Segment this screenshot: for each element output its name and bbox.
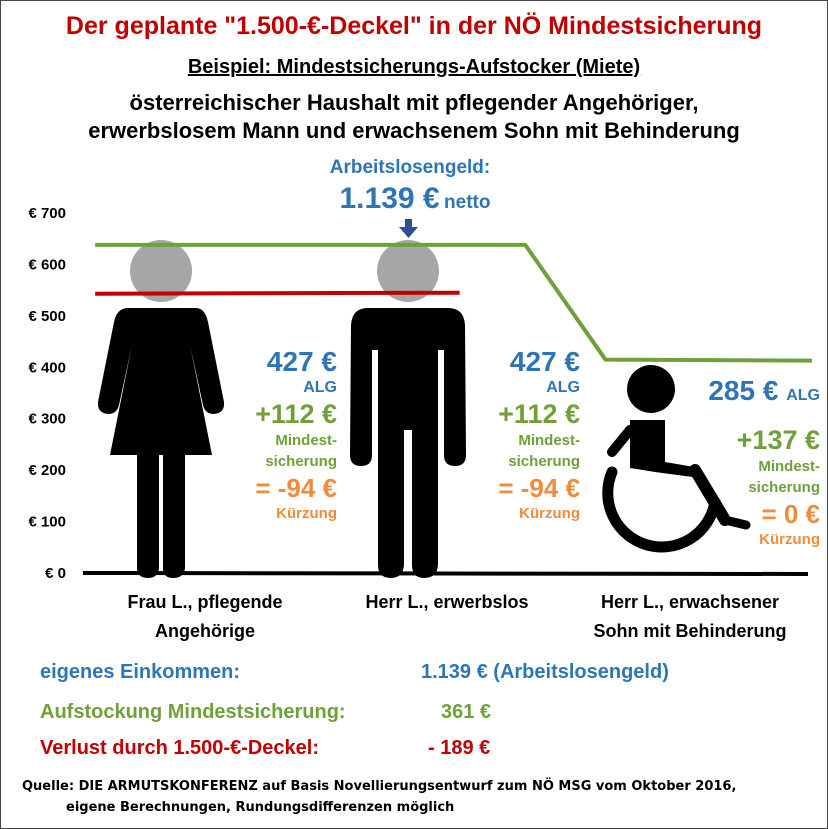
summary-top-up-value: 361 € [441,701,492,723]
column-3-alg-row: 285 € ALG [708,375,820,412]
column-3-alg: 285 € [708,375,779,406]
summary-loss-value: - 189 € [428,737,491,759]
column-3-alg-label: ALG [786,387,820,404]
x-label-1-line-2: Angehörige [154,621,255,641]
x-label-3-line-1: Herr L., erwachsener [600,592,780,612]
column-3-mindestsicherung: +137 € [736,425,820,455]
y-tick-label: € 200 [28,462,66,479]
column-3-kuerzung: = 0 € [761,499,820,529]
x-label-3: Herr L., erwachsener Sohn mit Behinderun… [565,588,815,646]
alg-annotation-suffix: netto [444,192,491,213]
man-icon [350,240,466,578]
column-1-ms-label-2: sicherung [265,453,337,470]
page-title: Der geplante "1.500-€-Deckel" in der NÖ … [65,12,763,40]
column-3-ms-label-2: sicherung [748,479,820,496]
column-1-kuerzung: = -94 € [255,473,337,503]
x-label-2: Herr L., erwerbslos [332,588,562,617]
column-2-ms-label-1: Mindest- [518,432,580,449]
column-1-alg-label: ALG [303,379,337,396]
x-axis-baseline [82,571,809,576]
column-2-kuerzung: = -94 € [498,473,580,503]
column-1-alg: 427 € [266,346,337,377]
column-1-mindestsicherung: +112 € [255,399,337,429]
source-note: Quelle: DIE ARMUTSKONFERENZ auf Basis No… [22,776,736,818]
y-tick-label: € 0 [45,565,66,582]
y-tick-label: € 400 [28,359,66,376]
column-2-values: 427 € ALG +112 € Mindest- sicherung = -9… [498,346,580,524]
y-tick-label: € 300 [28,411,66,428]
income-line [95,242,813,363]
column-2-mindestsicherung: +112 € [498,399,580,429]
summary-loss-label: Verlust durch 1.500-€-Deckel: [40,737,320,759]
summary-top-up-label: Aufstockung Mindestsicherung: [40,701,346,723]
description-line-2: erwerbslosem Mann und erwachsenem Sohn m… [88,118,740,143]
y-tick-label: € 100 [28,514,66,531]
chart-series [95,242,813,363]
y-tick-label: € 700 [28,205,66,222]
alg-annotation-heading: Arbeitslosengeld: [329,157,491,178]
x-label-1-line-1: Frau L., pflegende [127,592,283,612]
column-3-values: 285 € ALG +137 € Mindest- sicherung = 0 … [708,375,820,550]
woman-icon [97,240,225,578]
column-2-kuerzung-label: Kürzung [519,505,580,522]
arrow-down-icon [399,219,418,238]
source-line-1: Quelle: DIE ARMUTSKONFERENZ auf Basis No… [22,779,737,794]
summary-income-label: eigenes Einkommen: [40,661,241,683]
subtitle: Beispiel: Mindestsicherungs-Aufstocker (… [187,56,641,78]
column-3-kuerzung-label: Kürzung [759,531,820,548]
description-line-1: österreichischer Haushalt mit pflegender… [129,90,699,115]
column-3-ms-label-1: Mindest- [758,458,820,475]
wheelchair-icon [602,365,751,553]
y-tick-label: € 500 [28,308,66,325]
x-label-2-line-1: Herr L., erwerbslos [365,592,529,612]
source-line-2: eigene Berechnungen, Rundungsdifferenzen… [66,800,455,815]
alg-annotation-total: 1.139 € netto [270,182,560,216]
x-label-3-line-2: Sohn mit Behinderung [593,621,787,641]
y-axis-ticks: € 0 € 100 € 200 € 300 € 400 € 500 € 600 € 700 [28,205,66,582]
column-1-values: 427 € ALG +112 € Mindest- sicherung = -9… [255,346,337,524]
x-label-1: Frau L., pflegende Angehörige [90,588,320,646]
cap-line [95,290,460,296]
column-2-ms-label-2: sicherung [508,453,580,470]
y-tick-label: € 600 [28,256,66,273]
summary-income-value: 1.139 € (Arbeitslosengeld) [421,661,669,683]
alg-annotation-amount: 1.139 € [339,182,440,215]
column-2-alg-label: ALG [546,379,580,396]
column-2-alg: 427 € [509,346,580,377]
column-1-kuerzung-label: Kürzung [276,505,337,522]
column-1-ms-label-1: Mindest- [275,432,337,449]
